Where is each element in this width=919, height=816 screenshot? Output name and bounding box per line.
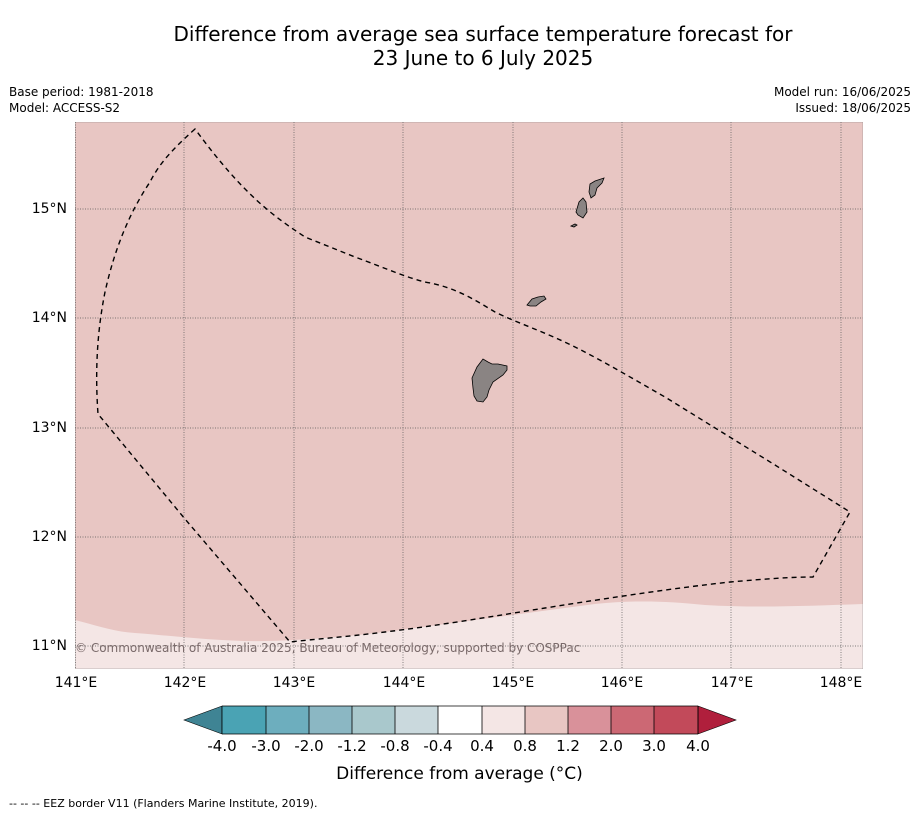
cbar-tick-4: -0.8	[380, 737, 410, 755]
lon-label-141: 141°E	[54, 675, 98, 691]
cbar-tick-6: 0.4	[470, 737, 494, 755]
colorbar-bin-3	[309, 706, 352, 734]
lat-label-12: 12°N	[31, 529, 67, 545]
anomaly-fill-high	[75, 122, 863, 669]
colorbar-bin-5	[395, 706, 438, 734]
lat-label-14: 14°N	[31, 310, 67, 326]
lat-label-11: 11°N	[31, 638, 67, 654]
cbar-tick-7: 0.8	[513, 737, 537, 755]
colorbar-bin-9	[568, 706, 611, 734]
meta-left: Base period: 1981-2018 Model: ACCESS-S2	[9, 84, 154, 116]
eez-border	[96, 127, 851, 643]
eez-legend-note: -- -- -- EEZ border V11 (Flanders Marine…	[9, 797, 318, 810]
island-rota	[526, 295, 547, 307]
island-guam	[471, 358, 508, 403]
lat-label-13: 13°N	[31, 420, 67, 436]
cbar-tick-10: 3.0	[642, 737, 666, 755]
lon-label-144: 144°E	[382, 675, 426, 691]
lon-label-145: 145°E	[491, 675, 535, 691]
colorbar-bin-11	[654, 706, 698, 734]
cbar-tick-5: -0.4	[423, 737, 453, 755]
map-canvas	[75, 122, 863, 669]
colorbar	[183, 705, 737, 735]
anomaly-fill-low	[75, 601, 863, 669]
colorbar-title: Difference from average (°C)	[336, 764, 583, 784]
copyright-text: © Commonwealth of Australia 2025, Bureau…	[75, 641, 581, 655]
lon-label-143: 143°E	[272, 675, 316, 691]
colorbar-bin-8	[525, 706, 568, 734]
title-line-1: Difference from average sea surface temp…	[173, 22, 793, 46]
island-aguijan	[569, 223, 578, 228]
cbar-tick-11: 4.0	[686, 737, 710, 755]
cbar-tick-9: 2.0	[599, 737, 623, 755]
colorbar-bin-7	[482, 706, 525, 734]
island-tinian	[575, 197, 588, 219]
lon-label-147: 147°E	[710, 675, 754, 691]
lon-label-146: 146°E	[600, 675, 644, 691]
colorbar-bin-10	[611, 706, 654, 734]
base-period-text: Base period: 1981-2018	[9, 85, 154, 99]
chart-title: Difference from average sea surface temp…	[0, 22, 919, 70]
graticule	[75, 122, 863, 669]
cbar-tick-2: -2.0	[294, 737, 324, 755]
colorbar-bin-2	[266, 706, 309, 734]
colorbar-dividers	[221, 705, 699, 735]
colorbar-arrow-high	[697, 705, 737, 735]
map-panel	[75, 122, 863, 669]
lat-label-15: 15°N	[31, 201, 67, 217]
colorbar-bin-1	[222, 706, 266, 734]
island-saipan	[588, 177, 605, 199]
issued-text: Issued: 18/06/2025	[795, 101, 911, 115]
cbar-tick-3: -1.2	[337, 737, 367, 755]
meta-right: Model run: 16/06/2025 Issued: 18/06/2025	[774, 84, 911, 116]
lon-label-142: 142°E	[163, 675, 207, 691]
model-text: Model: ACCESS-S2	[9, 101, 121, 115]
colorbar-bin-4	[352, 706, 395, 734]
title-line-2: 23 June to 6 July 2025	[372, 46, 594, 70]
cbar-tick-1: -3.0	[251, 737, 281, 755]
colorbar-arrow-low	[183, 705, 223, 735]
cbar-tick-8: 1.2	[556, 737, 580, 755]
colorbar-bin-6	[438, 706, 482, 734]
cbar-tick-0: -4.0	[207, 737, 237, 755]
model-run-text: Model run: 16/06/2025	[773, 85, 911, 99]
lon-label-148: 148°E	[819, 675, 863, 691]
